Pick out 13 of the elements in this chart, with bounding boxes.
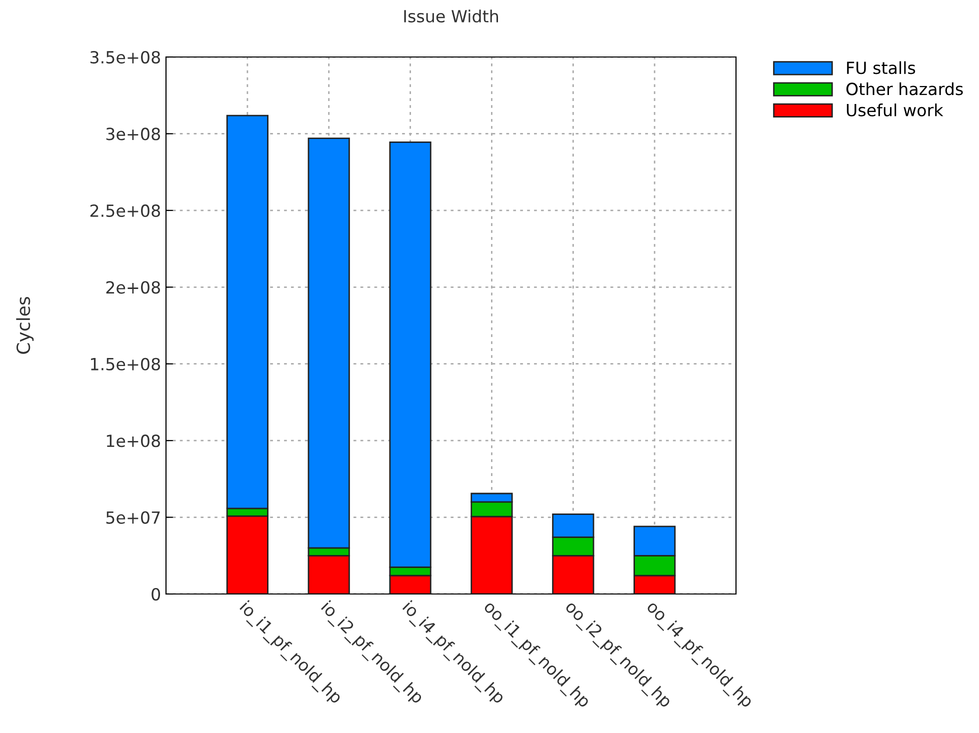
legend-label: FU stalls (847, 61, 916, 74)
y-tick-label: 1.5e+08 (91, 358, 160, 370)
y-tick-label: 1e+08 (106, 434, 160, 448)
y-tick-label: 2.5e+08 (90, 204, 160, 217)
y-tick-label: 3e+08 (106, 128, 160, 140)
y-tick-label: 5e+07 (106, 511, 160, 524)
y-axis-title: Cycles (16, 297, 34, 354)
chart-title: Issue Width (404, 10, 498, 23)
legend-label: Other hazards (846, 82, 963, 96)
y-tick-label: 0 (152, 588, 160, 601)
y-tick-label: 3.5e+08 (90, 50, 160, 64)
y-tick-label: 2e+08 (106, 281, 160, 294)
legend-label: Useful work (846, 104, 944, 116)
